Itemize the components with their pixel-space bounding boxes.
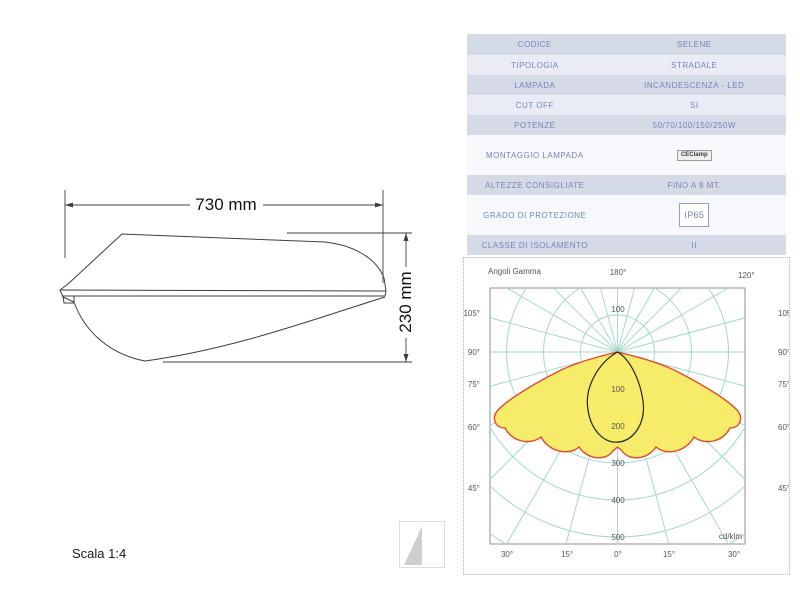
spec-label: GRADO DI PROTEZIONE xyxy=(483,210,587,220)
radial-tick: 400 xyxy=(611,496,625,505)
spec-value: SI xyxy=(689,100,699,110)
table-row: ALTEZZE CONSIGLIATE FINO A 9 MT. xyxy=(467,175,786,195)
table-row: LAMPADA INCANDESCENZA - LED xyxy=(467,75,786,95)
spec-value: FINO A 9 MT. xyxy=(667,180,722,190)
angle-label-bottom: 30° xyxy=(501,550,513,559)
scale-wedge-icon xyxy=(399,521,445,568)
angle-label-right: 75° xyxy=(778,380,789,389)
curve-c90-c270 xyxy=(493,351,742,459)
spec-label: LAMPADA xyxy=(514,80,556,90)
angle-label-left: 90° xyxy=(468,348,480,357)
spec-value: II xyxy=(691,240,697,250)
spec-label: CODICE xyxy=(517,40,552,49)
photometric-chart-panel: Angoli Gamma 180° 120° 105° 90° 75° 60° … xyxy=(463,257,795,575)
spec-value: CEClamp xyxy=(603,149,786,161)
spec-value: 50/70/100/150/250W xyxy=(652,120,736,130)
radial-tick: 100 xyxy=(611,385,625,394)
radial-tick: 500 xyxy=(611,533,625,542)
photometric-polar-chart: Angoli Gamma 180° 120° 105° 90° 75° 60° … xyxy=(463,267,794,559)
spec-value: STRADALE xyxy=(671,60,718,70)
spec-label: TIPOLOGIA xyxy=(510,60,559,70)
spec-value: INCANDESCENZA - LED xyxy=(644,80,745,90)
dim-width: 730 mm xyxy=(64,190,384,283)
radial-tick: 100 xyxy=(611,305,625,314)
angle-label-left: 45° xyxy=(468,484,480,493)
luminaire-technical-drawing: 730 mm 230 mm xyxy=(59,190,415,363)
ip-rating-badge: IP65 xyxy=(679,203,710,227)
angle-label-bottom: 0° xyxy=(614,550,622,559)
angle-label-180: 180° xyxy=(610,268,627,277)
spec-label: CLASSE DI ISOLAMENTO xyxy=(481,240,588,250)
spec-table: CODICE SELENE TIPOLOGIA STRADALE LAMPADA… xyxy=(467,34,786,255)
dim-height-label: 230 mm xyxy=(396,271,415,332)
angle-label-right: 105° xyxy=(778,309,789,318)
brand-logo: CEClamp xyxy=(676,149,712,161)
angle-label-left: 75° xyxy=(468,380,480,389)
spec-value: SELENE xyxy=(676,40,712,49)
radial-tick: 200 xyxy=(611,422,625,431)
dim-width-label: 730 mm xyxy=(195,195,256,214)
table-row: POTENZE 50/70/100/150/250W xyxy=(467,115,786,135)
angle-label-bottom: 15° xyxy=(663,550,675,559)
angle-label-right: 45° xyxy=(778,484,789,493)
angle-label-bottom: 30° xyxy=(728,550,740,559)
chart-title: Angoli Gamma xyxy=(488,267,541,276)
spec-label: MONTAGGIO LAMPADA xyxy=(486,150,584,160)
table-row: GRADO DI PROTEZIONE IP65 xyxy=(467,195,786,235)
dim-height: 230 mm xyxy=(163,232,415,363)
angle-label-120: 120° xyxy=(738,271,755,280)
table-row: MONTAGGIO LAMPADA CEClamp xyxy=(467,135,786,175)
angle-label-right: 60° xyxy=(778,423,789,432)
table-row: CUT OFF SI xyxy=(467,95,786,115)
spec-value: IP65 xyxy=(603,203,786,227)
unit-label: cd/klm xyxy=(719,532,742,541)
distribution-curves xyxy=(493,351,742,459)
luminaire-outline xyxy=(59,233,387,362)
angle-label-left: 105° xyxy=(464,309,480,318)
scale-label: Scala 1:4 xyxy=(72,546,127,561)
angle-label-right: 90° xyxy=(778,348,789,357)
angle-label-bottom: 15° xyxy=(561,550,573,559)
curve-c0-c180 xyxy=(586,351,645,443)
spec-label: POTENZE xyxy=(514,120,556,130)
table-row: CLASSE DI ISOLAMENTO II xyxy=(467,235,786,255)
radial-tick: 300 xyxy=(611,459,625,468)
spec-label: ALTEZZE CONSIGLIATE xyxy=(485,180,585,190)
table-row: TIPOLOGIA STRADALE xyxy=(467,55,786,75)
angle-label-left: 60° xyxy=(468,423,480,432)
table-row: CODICE SELENE xyxy=(467,34,786,55)
spec-label: CUT OFF xyxy=(515,100,554,110)
